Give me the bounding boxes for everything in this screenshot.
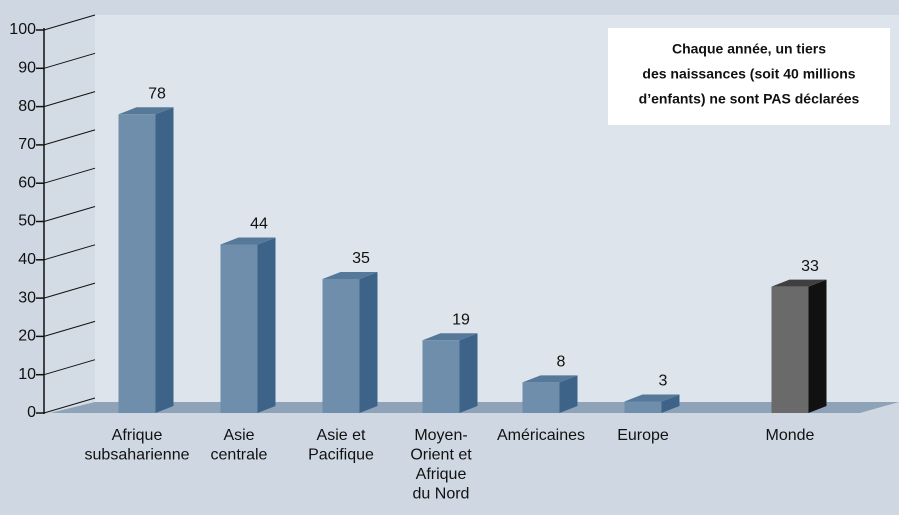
grid-line — [43, 282, 96, 299]
x-tick-label: Pacifique — [308, 447, 374, 464]
y-tick-label: 20 — [18, 328, 36, 345]
bar — [422, 340, 460, 413]
value-label: 35 — [352, 250, 370, 267]
y-tick-label: 50 — [18, 213, 36, 230]
grid-line — [43, 167, 96, 184]
value-label: 78 — [148, 85, 166, 102]
x-tick-label: Monde — [766, 427, 815, 444]
grid-line — [43, 129, 96, 146]
y-tick-label: 40 — [18, 251, 36, 268]
bar-side — [559, 375, 578, 413]
grid-line — [43, 52, 96, 69]
value-label: 3 — [659, 373, 668, 390]
annotation: d’enfants) ne sont PAS déclarées — [639, 91, 860, 107]
bar-side — [257, 237, 276, 413]
annotation: Chaque année, un tiers — [672, 41, 826, 57]
value-label: 33 — [801, 258, 819, 275]
grid-line — [43, 359, 96, 376]
grid-line — [43, 320, 96, 337]
x-tick-label: Afrique — [112, 427, 163, 444]
grid-line — [43, 206, 96, 222]
bar-top — [522, 375, 578, 383]
y-tick-label: 80 — [18, 98, 36, 115]
bar-side — [359, 271, 378, 413]
x-tick-label: Américaines — [497, 427, 585, 444]
bar — [624, 401, 662, 413]
x-tick-label: Orient et — [410, 447, 472, 464]
bar — [118, 114, 156, 413]
x-tick-label: du Nord — [413, 486, 470, 503]
annotation: des naissances (soit 40 millions — [642, 66, 855, 82]
grid-line — [43, 397, 96, 414]
x-tick-label: Asie — [223, 427, 254, 444]
bar-top — [220, 237, 276, 245]
annotation-box — [608, 28, 890, 125]
y-tick-label: 0 — [27, 404, 36, 421]
bar-side — [808, 279, 827, 413]
bar-top — [624, 394, 680, 402]
y-tick-label: 100 — [9, 21, 36, 38]
y-tick-label: 60 — [18, 174, 36, 191]
y-tick-label: 70 — [18, 136, 36, 153]
y-tick-label: 90 — [18, 60, 36, 77]
bar — [220, 244, 258, 413]
bar — [322, 278, 360, 413]
grid-line — [43, 91, 96, 108]
bar-side — [661, 394, 680, 413]
x-tick-label: Moyen- — [414, 427, 467, 444]
bar-top — [771, 279, 827, 287]
grid-line — [43, 244, 96, 261]
bar-top — [322, 271, 378, 279]
x-tick-label: Europe — [617, 427, 669, 444]
y-tick-label: 30 — [18, 289, 36, 306]
y-tick-label: 10 — [18, 366, 36, 383]
value-label: 44 — [250, 216, 268, 233]
bar-top — [422, 333, 478, 341]
x-tick-label: Afrique — [416, 466, 467, 483]
x-tick-label: subsaharienne — [85, 447, 190, 464]
x-tick-label: Asie et — [317, 427, 366, 444]
bar — [771, 286, 809, 413]
grid-line — [43, 14, 96, 31]
bar — [522, 382, 560, 413]
value-label: 19 — [452, 311, 470, 328]
bar-side — [155, 107, 174, 413]
bar-side — [459, 333, 478, 413]
value-label: 8 — [557, 354, 566, 371]
bar-top — [118, 107, 174, 115]
x-tick-label: centrale — [211, 447, 268, 464]
